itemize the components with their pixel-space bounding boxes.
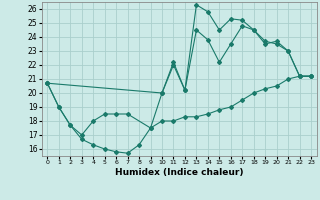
X-axis label: Humidex (Indice chaleur): Humidex (Indice chaleur) [115, 168, 244, 177]
